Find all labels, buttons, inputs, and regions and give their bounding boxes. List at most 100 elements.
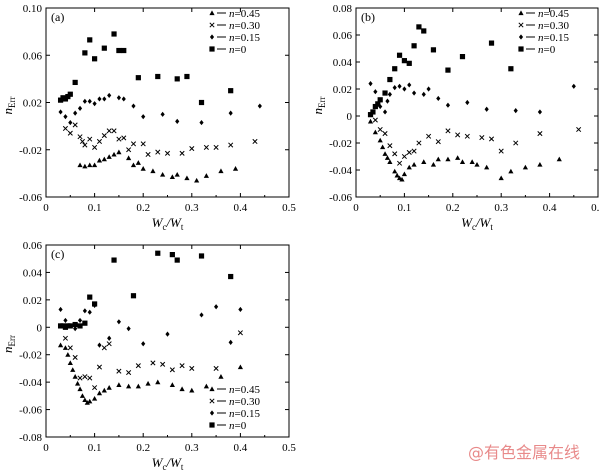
data-point	[218, 168, 224, 174]
x-tick-label: 0.1	[88, 442, 102, 454]
series-cross	[62, 122, 258, 158]
data-point	[484, 106, 489, 112]
data-point	[70, 367, 76, 372]
data-point	[445, 102, 451, 108]
data-point	[58, 109, 63, 115]
series-triangle	[77, 149, 239, 183]
data-point	[228, 142, 234, 148]
data-point	[72, 122, 78, 128]
series-cross	[372, 117, 582, 166]
data-point	[106, 154, 112, 159]
data-point	[384, 155, 391, 160]
data-point	[87, 398, 93, 404]
data-point	[135, 75, 141, 81]
data-point	[72, 354, 78, 361]
data-point	[141, 114, 146, 120]
data-point	[498, 175, 504, 181]
data-point	[213, 144, 219, 150]
data-point	[416, 24, 422, 30]
x-tick-label: 0.1	[88, 202, 102, 214]
x-tick-label: 0.3	[494, 202, 508, 214]
legend-marker	[209, 410, 215, 416]
data-point	[426, 133, 432, 139]
x-tick-label: 0.5	[591, 202, 600, 214]
legend-marker	[209, 422, 215, 428]
data-point	[116, 368, 122, 374]
y-tick-label: 0.06	[23, 240, 43, 252]
data-point	[87, 162, 93, 168]
legend: n=0.45n=0.30n=0.15n=0	[518, 8, 569, 56]
legend-label: n=0.30	[229, 396, 260, 408]
data-point	[372, 103, 378, 110]
data-point	[169, 252, 175, 258]
data-point	[82, 98, 87, 104]
data-point	[218, 374, 224, 379]
data-point	[513, 108, 518, 114]
data-point	[228, 110, 233, 116]
data-point	[571, 83, 576, 89]
y-tick-label: -0.02	[19, 145, 42, 157]
x-tick-label: 0.2	[136, 442, 150, 454]
data-point	[84, 400, 90, 405]
series-diamond	[58, 302, 243, 348]
data-point	[488, 136, 495, 142]
data-point	[508, 66, 514, 72]
legend-label: n=0.15	[229, 32, 260, 44]
data-point	[387, 143, 393, 149]
data-point	[199, 312, 204, 318]
data-point	[107, 92, 112, 99]
data-point	[508, 168, 514, 174]
data-point	[82, 50, 88, 56]
data-point	[412, 90, 417, 96]
data-point	[87, 375, 93, 381]
panel-label: (a)	[51, 10, 64, 24]
data-point	[416, 140, 422, 146]
data-point	[160, 111, 165, 117]
y-tick-label: 0	[37, 322, 43, 334]
data-point	[228, 273, 234, 280]
data-point	[435, 139, 441, 145]
data-point	[116, 136, 122, 142]
data-point	[92, 385, 98, 391]
data-point	[92, 144, 98, 150]
data-point	[121, 47, 127, 54]
data-point	[397, 83, 402, 89]
data-point	[252, 138, 258, 145]
y-tick-label: -0.04	[329, 165, 352, 177]
data-point	[102, 96, 107, 102]
data-point	[392, 168, 398, 174]
data-point	[135, 160, 141, 165]
data-point	[465, 99, 470, 106]
legend-marker	[209, 22, 215, 28]
data-point	[169, 382, 175, 387]
data-point	[455, 132, 461, 138]
legend-marker	[209, 398, 215, 404]
legend-marker	[518, 22, 524, 28]
y-tick-label: 0.02	[23, 98, 42, 110]
data-point	[228, 88, 234, 94]
legend-label: n=0.15	[229, 408, 260, 420]
data-point	[155, 149, 161, 155]
data-point	[106, 128, 112, 134]
data-point	[116, 149, 122, 155]
data-point	[237, 330, 243, 336]
series-square	[57, 31, 234, 106]
data-point	[484, 164, 490, 170]
legend-marker	[518, 34, 524, 40]
data-point	[101, 133, 107, 139]
legend-label: n=0.45	[538, 8, 569, 20]
data-point	[392, 151, 398, 157]
data-point	[445, 156, 451, 162]
data-point	[382, 151, 388, 156]
data-point	[126, 147, 132, 153]
data-point	[406, 60, 412, 66]
data-point	[435, 156, 441, 162]
legend-label: n=0	[538, 44, 556, 56]
data-point	[469, 159, 475, 164]
x-tick-label: 0.5	[282, 202, 296, 214]
data-point	[72, 79, 78, 86]
data-point	[65, 352, 71, 357]
data-point	[58, 306, 63, 313]
x-tick-label: 0.4	[543, 202, 557, 214]
data-point	[92, 301, 98, 307]
